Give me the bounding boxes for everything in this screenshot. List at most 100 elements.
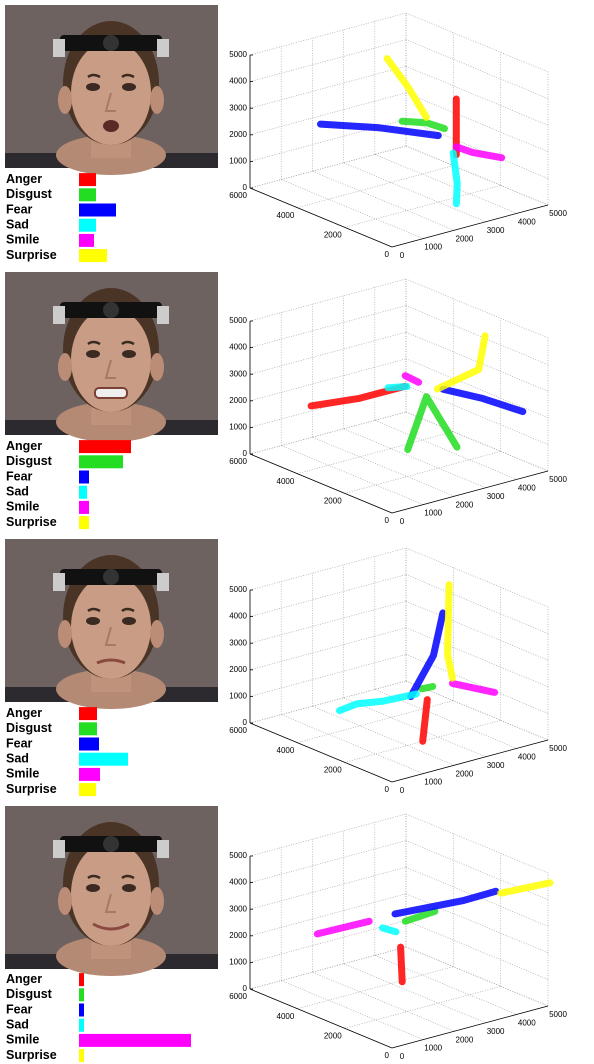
grid-line [312,171,454,230]
axis-line [250,454,392,513]
z-tick-label: 1000 [229,692,247,701]
grid-line [406,119,548,178]
category-label: Disgust [6,454,53,468]
grid-line [250,332,406,374]
grid-line [297,432,453,474]
grid-line [406,306,548,365]
z-tick-label: 3000 [229,103,247,112]
bar [79,188,96,201]
z-tick-label: 0 [243,718,248,727]
z-tick-label: 5000 [229,50,247,59]
bar [79,753,128,766]
x-tick-label: 4000 [518,753,536,762]
grid-line [406,814,548,873]
x-tick-label: 0 [400,517,405,526]
point-cloud [423,700,428,742]
point-cloud [448,585,453,678]
bar [79,219,96,232]
bar [79,471,89,484]
x-tick-label: 4000 [518,218,536,227]
category-label: Anger [6,172,42,186]
grid-line [250,628,406,670]
bar [79,440,131,453]
x-tick-label: 5000 [549,1010,567,1019]
point-cloud [387,59,426,118]
bar [79,455,123,468]
point-cloud [422,687,433,689]
point-cloud [383,928,396,932]
z-tick-label: 4000 [229,343,247,352]
x-tick-label: 5000 [549,209,567,218]
bar [79,768,100,781]
x-tick-label: 5000 [549,744,567,753]
point-cloud [456,147,501,158]
grid-line [375,955,517,1014]
category-label: Fear [6,736,33,750]
bar [79,1034,191,1047]
point-cloud [411,613,443,697]
bar [79,988,84,1001]
grid-line [250,279,406,321]
category-label: Surprise [6,782,57,796]
grid-line [406,548,548,607]
point-cloud [501,883,550,893]
z-tick-label: 2000 [229,130,247,139]
face-photo [5,272,218,442]
y-tick-label: 4000 [277,1012,295,1021]
grid-line [344,964,486,1023]
z-tick-label: 4000 [229,878,247,887]
z-tick-label: 0 [243,984,248,993]
x-tick-label: 2000 [456,769,474,778]
grid-line [406,601,548,660]
grid-line [250,306,406,348]
y-tick-label: 6000 [229,726,247,735]
bar [79,1049,84,1062]
z-tick-label: 3000 [229,638,247,647]
grid-line [345,986,501,1028]
y-tick-label: 2000 [324,496,342,505]
z-tick-label: 2000 [229,931,247,940]
bar [79,738,99,751]
y-tick-label: 0 [385,516,390,525]
grid-line [297,166,453,208]
category-label: Sad [6,484,29,498]
y-tick-label: 4000 [277,211,295,220]
y-tick-label: 2000 [324,1031,342,1040]
x-tick-label: 5000 [549,475,567,484]
z-tick-label: 5000 [229,316,247,325]
point-cloud [401,947,403,982]
grid-line [250,146,406,188]
bar [79,722,97,735]
bar [79,173,96,186]
grid-line [250,66,406,108]
category-label: Surprise [6,1048,57,1062]
grid-line [281,180,423,239]
point-cloud [317,921,369,934]
category-label: Sad [6,1017,29,1031]
bar [79,249,107,262]
z-tick-label: 3000 [229,904,247,913]
category-label: Smile [6,1033,39,1047]
face-photo [5,539,218,709]
x-tick-label: 2000 [456,1035,474,1044]
z-tick-label: 1000 [229,157,247,166]
z-tick-label: 1000 [229,958,247,967]
z-tick-label: 0 [243,449,248,458]
point-cloud [340,694,417,711]
point-cloud [388,387,407,388]
bar [79,204,116,217]
x-tick-label: 0 [400,786,405,795]
z-tick-label: 1000 [229,423,247,432]
x-tick-label: 4000 [518,1019,536,1028]
x-tick-label: 3000 [487,1027,505,1036]
bar [79,516,89,529]
y-tick-label: 6000 [229,457,247,466]
face-photo [5,806,218,976]
x-tick-label: 1000 [424,243,442,252]
grid-line [406,40,548,99]
category-label: Anger [6,439,42,453]
category-label: Disgust [6,987,53,1001]
category-label: Disgust [6,187,53,201]
grid-line [281,715,423,774]
axis-line [250,188,392,247]
